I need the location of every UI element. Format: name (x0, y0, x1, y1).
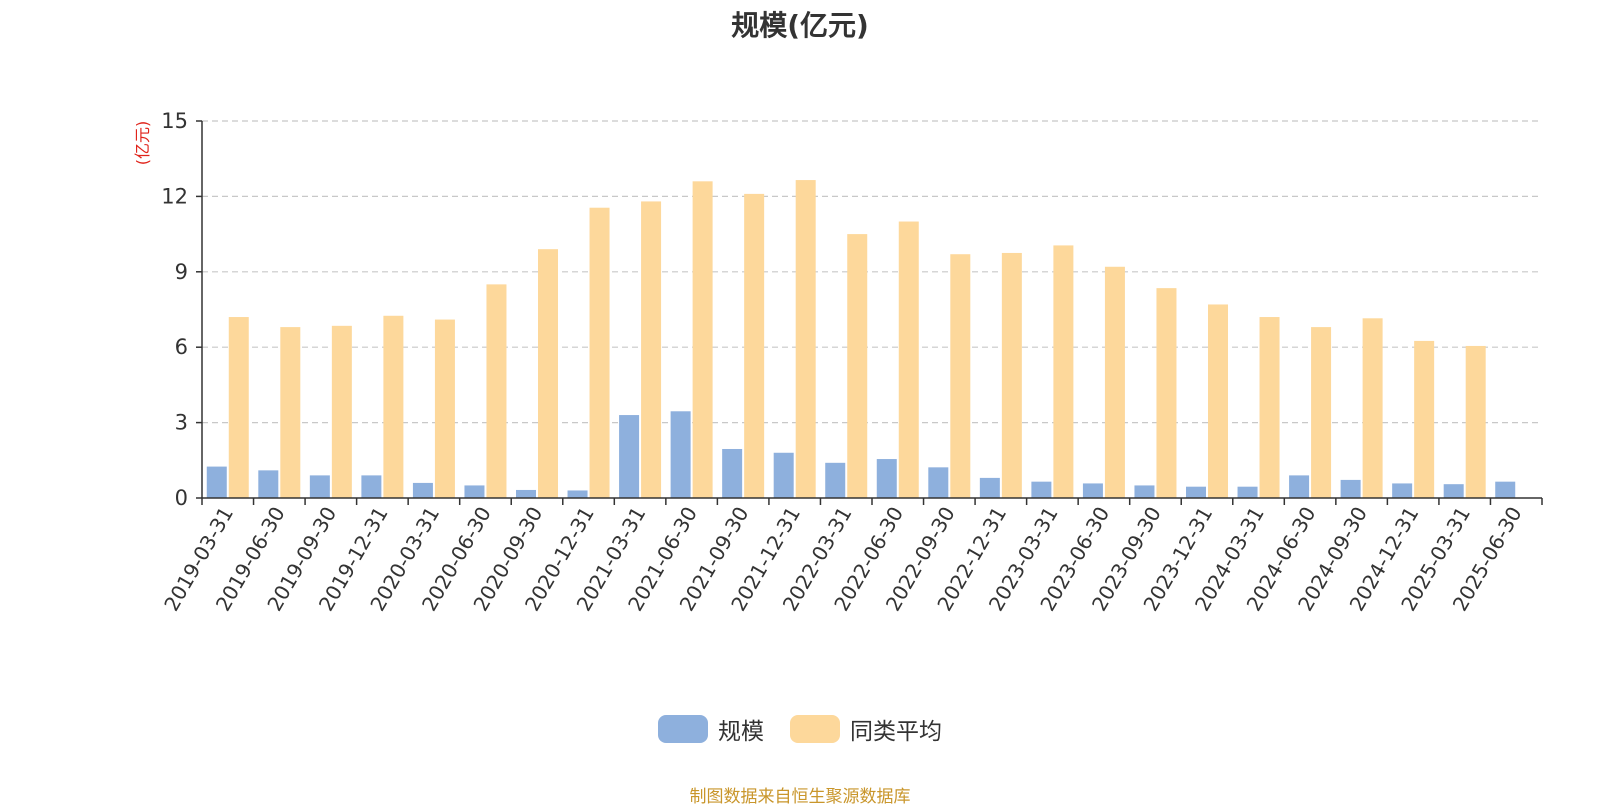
bar-scale[interactable] (1186, 486, 1206, 498)
bar-scale[interactable] (464, 485, 485, 498)
bar-scale[interactable] (876, 459, 897, 498)
bar-peer-average[interactable] (1311, 327, 1332, 498)
bar-scale[interactable] (1392, 483, 1413, 498)
bar-scale[interactable] (206, 466, 227, 498)
bar-peer-average[interactable] (1156, 288, 1177, 498)
bar-peer-average[interactable] (1259, 317, 1280, 498)
bar-scale[interactable] (825, 462, 846, 498)
bar-peer-average[interactable] (744, 193, 765, 499)
bar-peer-average[interactable] (1208, 304, 1228, 498)
legend-swatch-peer-average (790, 715, 840, 743)
legend-swatch-scale (658, 715, 708, 743)
bar-scale[interactable] (567, 490, 588, 498)
bar-scale[interactable] (722, 448, 743, 498)
bar-peer-average[interactable] (1001, 252, 1022, 498)
bar-peer-average[interactable] (434, 319, 455, 498)
bars (206, 180, 1516, 499)
legend: 规模 同类平均 (0, 712, 1600, 746)
y-tick-label: 9 (175, 260, 188, 284)
gridlines (202, 120, 1542, 424)
bar-peer-average[interactable] (1362, 318, 1383, 498)
bar-scale[interactable] (516, 489, 536, 498)
bar-peer-average[interactable] (280, 327, 301, 498)
legend-label-peer-average: 同类平均 (850, 719, 942, 745)
bar-peer-average[interactable] (1414, 340, 1435, 498)
bar-scale[interactable] (258, 470, 279, 498)
bar-scale[interactable] (773, 452, 794, 498)
y-tick-label: 0 (175, 486, 188, 510)
bar-scale[interactable] (1495, 481, 1516, 498)
y-unit-label: (亿元) (133, 121, 152, 166)
source-note: 制图数据来自恒生聚源数据库 (689, 787, 911, 807)
y-tick-label: 3 (175, 411, 188, 435)
bar-scale[interactable] (1289, 475, 1310, 498)
bar-scale[interactable] (361, 475, 382, 498)
bar-peer-average[interactable] (538, 249, 558, 498)
bar-scale[interactable] (412, 482, 433, 498)
bar-peer-average[interactable] (898, 221, 919, 499)
bar-peer-average[interactable] (331, 325, 352, 498)
bar-peer-average[interactable] (641, 201, 662, 498)
bar-scale[interactable] (1134, 485, 1155, 498)
bar-scale[interactable] (1031, 481, 1052, 498)
bar-peer-average[interactable] (383, 315, 404, 498)
bar-peer-average[interactable] (589, 207, 610, 498)
bar-peer-average[interactable] (950, 254, 971, 498)
bar-peer-average[interactable] (847, 234, 868, 498)
chart-title: 规模(亿元) (731, 9, 869, 42)
y-tick-label: 6 (175, 335, 188, 359)
bar-peer-average[interactable] (228, 317, 249, 498)
bar-scale[interactable] (1237, 486, 1258, 498)
bar-scale[interactable] (1340, 479, 1361, 498)
bar-scale[interactable] (309, 475, 330, 498)
legend-label-scale: 规模 (718, 719, 764, 745)
axes (201, 121, 1543, 505)
legend-item-scale[interactable]: 规模 (658, 712, 764, 746)
bar-scale[interactable] (928, 467, 949, 498)
bar-peer-average[interactable] (795, 180, 816, 498)
y-tick-label: 12 (161, 184, 188, 208)
legend-item-peer-average[interactable]: 同类平均 (790, 712, 942, 746)
bar-peer-average[interactable] (1053, 245, 1074, 498)
y-tick-labels: 0 3 6 9 12 15 (161, 109, 202, 510)
bar-scale[interactable] (670, 411, 691, 498)
x-tick-labels: 2019-03-312019-06-302019-09-302019-12-31… (159, 503, 1526, 616)
bar-peer-average[interactable] (486, 284, 507, 498)
y-tick-label: 15 (161, 109, 188, 133)
bar-scale[interactable] (1082, 483, 1103, 498)
bar-peer-average[interactable] (1104, 266, 1125, 498)
bar-scale[interactable] (979, 477, 1000, 498)
bar-scale[interactable] (619, 415, 640, 498)
bar-peer-average[interactable] (1465, 345, 1486, 498)
bar-scale[interactable] (1443, 484, 1464, 498)
bar-peer-average[interactable] (692, 181, 713, 498)
